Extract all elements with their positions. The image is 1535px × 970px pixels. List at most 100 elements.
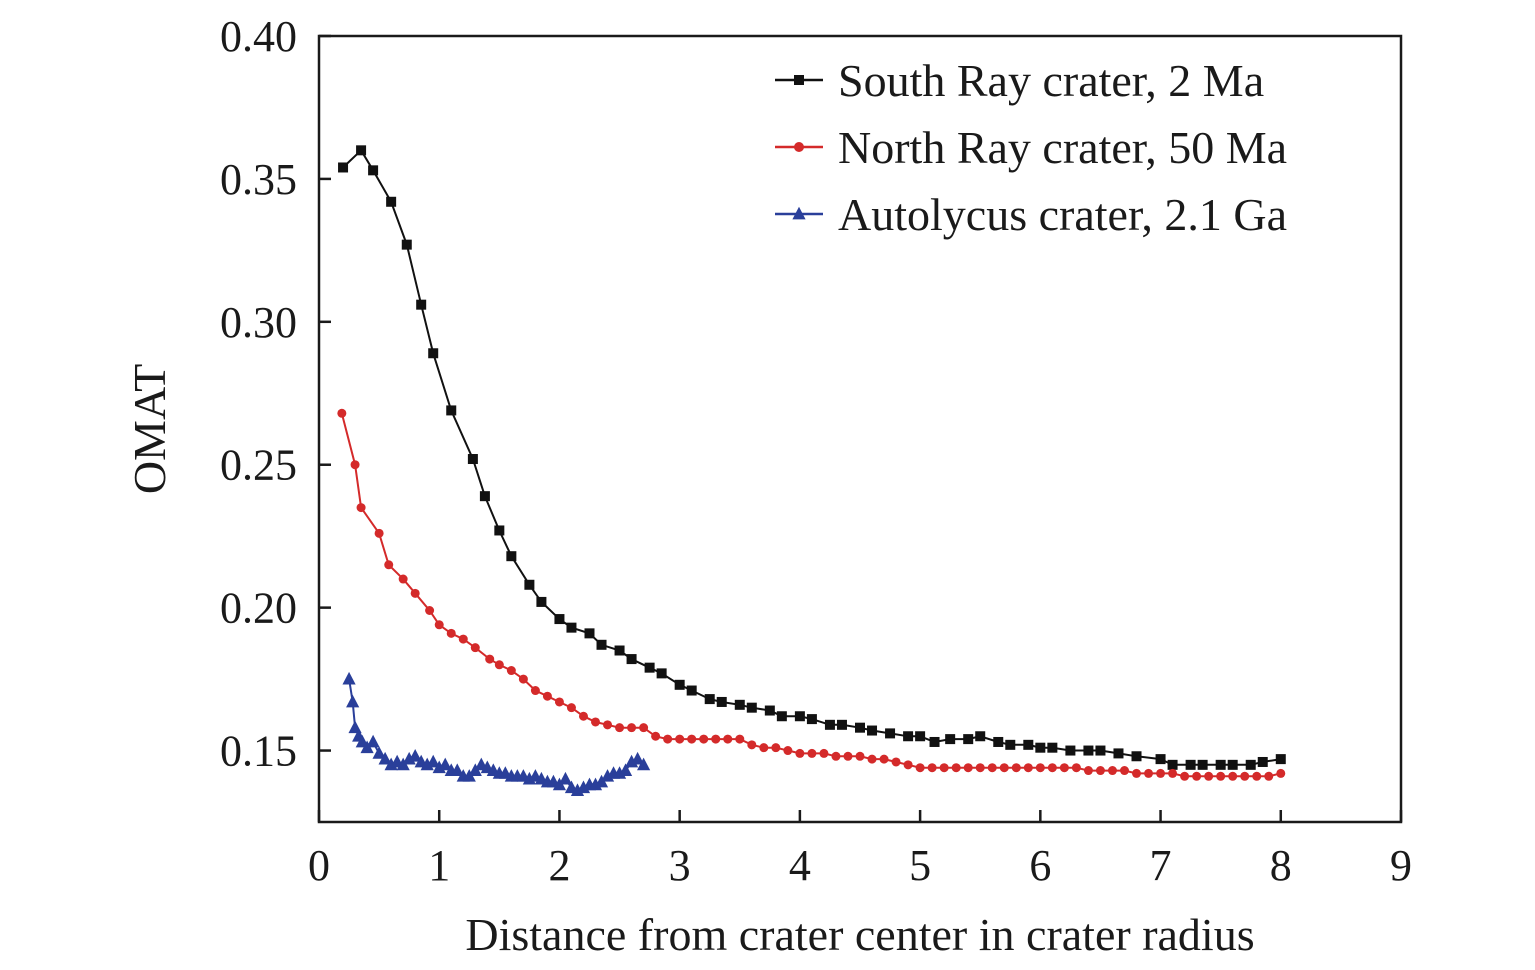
series-2 — [337, 408, 1286, 781]
data-point — [939, 763, 949, 773]
y-tick-label: 0.20 — [220, 584, 297, 633]
data-point — [927, 763, 937, 773]
legend-label: South Ray crater, 2 Ma — [838, 55, 1264, 106]
data-point — [410, 588, 420, 598]
x-axis-title: Distance from crater center in crater ra… — [465, 909, 1254, 960]
data-point — [963, 734, 974, 745]
legend-entry: Autolycus crater, 2.1 Ga — [775, 189, 1287, 240]
data-point — [603, 720, 613, 730]
x-tick-label: 2 — [548, 841, 570, 890]
data-point — [337, 408, 347, 418]
data-point — [401, 239, 412, 250]
y-tick-label: 0.40 — [220, 12, 297, 61]
data-point — [903, 731, 914, 742]
data-point — [903, 760, 913, 770]
data-point — [699, 734, 709, 744]
data-point — [1071, 763, 1081, 773]
data-point — [584, 628, 595, 639]
data-point — [656, 668, 667, 679]
legend-entry: South Ray crater, 2 Ma — [775, 55, 1264, 106]
data-point — [426, 754, 440, 768]
data-point — [356, 145, 367, 156]
data-point — [566, 622, 577, 633]
data-point — [1168, 768, 1178, 778]
data-point — [711, 734, 721, 744]
data-point — [1192, 771, 1202, 781]
data-point — [374, 528, 384, 538]
data-point — [999, 763, 1009, 773]
data-point — [783, 746, 793, 756]
data-point — [596, 639, 607, 650]
data-point — [524, 579, 535, 590]
data-point — [428, 348, 439, 359]
data-point — [386, 196, 397, 207]
data-point — [1095, 745, 1106, 756]
x-tick-label: 5 — [909, 841, 931, 890]
data-point — [494, 525, 505, 536]
data-point — [975, 763, 985, 773]
data-point — [554, 697, 564, 707]
data-point — [1107, 766, 1117, 776]
x-tick-label: 7 — [1150, 841, 1172, 890]
data-point — [723, 734, 733, 744]
data-point — [338, 162, 349, 173]
data-point — [398, 574, 408, 584]
data-point — [1131, 751, 1142, 762]
data-point — [1155, 754, 1166, 765]
data-point — [1132, 768, 1142, 778]
legend-label: North Ray crater, 50 Ma — [838, 122, 1287, 173]
data-point — [1035, 742, 1046, 753]
data-point — [467, 454, 478, 465]
data-point — [1047, 763, 1057, 773]
data-point — [993, 736, 1004, 747]
data-point — [637, 757, 651, 771]
data-point — [450, 763, 464, 776]
y-tick-label: 0.25 — [220, 441, 297, 490]
data-point — [735, 734, 745, 744]
data-point — [554, 614, 565, 625]
data-point — [1264, 771, 1274, 781]
data-point — [639, 723, 649, 733]
data-point — [1065, 745, 1076, 756]
data-point — [1252, 771, 1262, 781]
data-point — [807, 748, 817, 758]
data-point — [836, 719, 847, 730]
data-point — [1119, 766, 1129, 776]
data-point — [651, 731, 661, 741]
x-tick-label: 6 — [1029, 841, 1051, 890]
data-point — [578, 711, 588, 721]
data-point — [675, 734, 685, 744]
series-3 — [342, 671, 651, 796]
legend-marker — [792, 206, 806, 220]
data-point — [915, 731, 926, 742]
data-point — [434, 620, 444, 630]
data-point — [855, 722, 865, 733]
data-point — [356, 503, 366, 513]
data-point — [566, 703, 576, 713]
data-point — [627, 723, 637, 733]
data-point — [674, 679, 685, 690]
x-tick-label: 9 — [1390, 841, 1412, 890]
series-layer — [337, 145, 1286, 796]
data-point — [1023, 763, 1033, 773]
data-point — [1059, 763, 1069, 773]
data-point — [687, 734, 697, 744]
data-point — [1113, 748, 1124, 759]
data-point — [368, 165, 379, 176]
data-point — [1216, 771, 1226, 781]
x-tick-label: 4 — [789, 841, 811, 890]
data-point — [458, 634, 468, 644]
data-point — [771, 743, 781, 753]
data-point — [346, 694, 360, 708]
data-point — [759, 743, 769, 753]
data-point — [867, 754, 877, 764]
data-point — [506, 666, 516, 676]
data-point — [831, 751, 841, 761]
data-point — [1083, 745, 1094, 756]
data-point — [518, 674, 528, 684]
data-point — [929, 736, 940, 747]
data-point — [963, 763, 973, 773]
data-point — [614, 645, 625, 656]
data-point — [536, 596, 547, 607]
